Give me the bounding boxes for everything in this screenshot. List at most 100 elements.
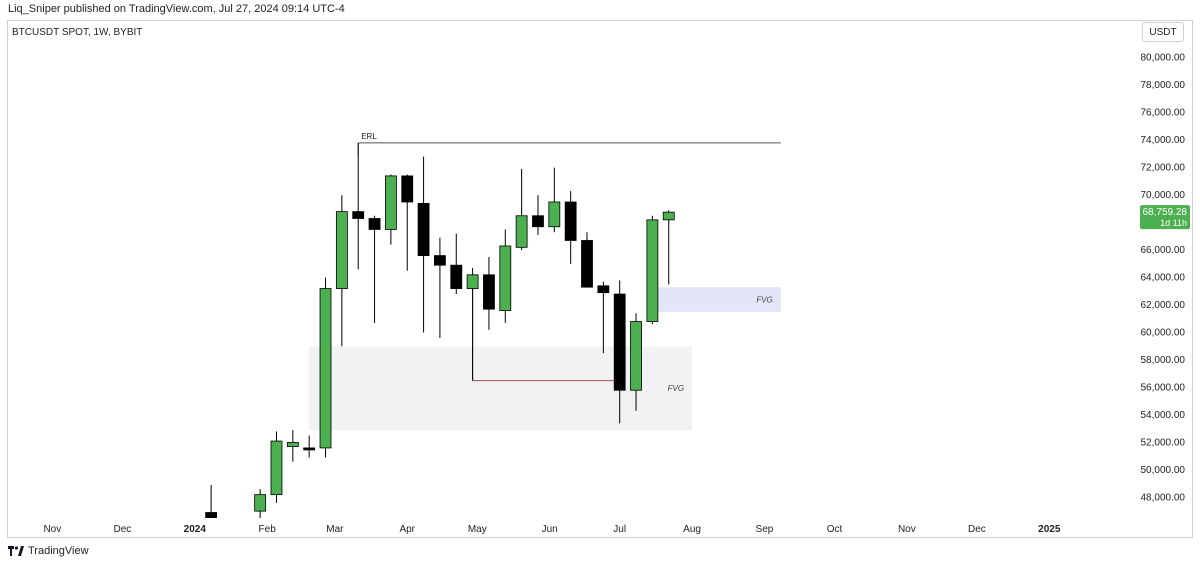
- candle: [499, 229, 512, 323]
- candle: [434, 237, 446, 339]
- x-tick-label: Jun: [542, 524, 558, 535]
- candle-body: [254, 494, 267, 512]
- candle-body: [613, 293, 626, 391]
- candle-body: [466, 274, 479, 289]
- erl-label: ERL: [361, 132, 377, 141]
- x-tick-label: 2025: [1038, 524, 1061, 535]
- candle-body: [646, 219, 659, 322]
- y-tick-label: 58,000.00: [1141, 355, 1186, 366]
- candle-body: [564, 201, 577, 241]
- x-tick-label: Sep: [756, 524, 774, 535]
- candle-body: [483, 274, 495, 310]
- candle: [286, 430, 299, 462]
- candle-body: [401, 175, 414, 203]
- candle-body: [319, 288, 332, 449]
- candle: [564, 191, 577, 264]
- candle-body: [335, 211, 348, 289]
- candle: [597, 281, 610, 354]
- fvg-zone: [309, 346, 693, 431]
- candle: [254, 489, 267, 518]
- candle: [630, 313, 642, 411]
- candle-body: [662, 211, 675, 221]
- y-tick-label: 78,000.00: [1141, 80, 1186, 91]
- x-tick-label: Nov: [43, 524, 61, 535]
- candle-body: [352, 211, 365, 219]
- x-tick-label: Jul: [613, 524, 626, 535]
- y-tick-label: 50,000.00: [1141, 465, 1186, 476]
- fvg-label: FVG: [756, 296, 772, 305]
- x-tick-label: Mar: [326, 524, 344, 535]
- candle: [352, 142, 365, 270]
- annotations-layer: ERL FVG FVG: [309, 132, 781, 431]
- fvg-zone: [652, 287, 781, 312]
- candle: [401, 174, 414, 271]
- candle: [466, 267, 479, 381]
- candle-body: [205, 512, 218, 518]
- candle-body: [581, 240, 593, 288]
- x-tick-label: 2024: [184, 524, 207, 535]
- x-tick-label: Nov: [898, 524, 916, 535]
- candle: [548, 167, 561, 233]
- fvg-label: FVG: [668, 384, 684, 393]
- y-tick-label: 64,000.00: [1141, 273, 1186, 284]
- publish-info: Liq_Sniper published on TradingView.com,…: [8, 3, 345, 15]
- candle: [417, 156, 430, 333]
- y-tick-label: 60,000.00: [1141, 328, 1186, 339]
- candle: [303, 435, 316, 458]
- candle-body: [450, 264, 463, 289]
- y-tick-label: 56,000.00: [1141, 382, 1186, 393]
- candle-body: [515, 215, 528, 248]
- x-tick-label: Aug: [683, 524, 701, 535]
- x-tick-label: Feb: [259, 524, 277, 535]
- candle-body: [384, 175, 397, 230]
- y-tick-label: 54,000.00: [1141, 410, 1186, 421]
- symbol-label: BTCUSDT SPOT, 1W, BYBIT: [12, 27, 143, 38]
- candle: [319, 277, 332, 458]
- candle-body: [368, 218, 381, 230]
- candle-body: [548, 201, 561, 228]
- y-tick-label: 66,000.00: [1141, 245, 1186, 256]
- candle-body: [270, 440, 283, 496]
- candle: [205, 485, 218, 518]
- candle: [384, 174, 397, 245]
- candle: [532, 195, 544, 235]
- candle-body: [303, 447, 316, 451]
- y-tick-label: 74,000.00: [1141, 135, 1186, 146]
- candle-body: [434, 255, 446, 266]
- chart-frame: [7, 20, 1193, 538]
- candle: [581, 232, 593, 288]
- x-axis: Nov Dec 2024 Feb Mar Apr May Jun Jul Aug Sep Oct Nov…: [43, 524, 1060, 535]
- x-tick-label: May: [468, 524, 487, 535]
- y-tick-label: 72,000.00: [1141, 163, 1186, 174]
- y-tick-label: 70,000.00: [1141, 190, 1186, 201]
- candle: [515, 169, 528, 251]
- y-tick-label: 80,000.00: [1141, 53, 1186, 64]
- candle: [613, 280, 626, 424]
- candles-layer: [205, 142, 675, 518]
- candle-body: [286, 442, 299, 447]
- currency-button[interactable]: USDT: [1142, 22, 1184, 42]
- candle: [662, 210, 675, 285]
- x-tick-label: Dec: [968, 524, 986, 535]
- candle-body: [597, 285, 610, 294]
- footer: TradingView: [8, 545, 89, 557]
- candle: [335, 195, 348, 347]
- y-tick-label: 48,000.00: [1141, 492, 1186, 503]
- x-tick-label: Dec: [114, 524, 132, 535]
- y-tick-label: 52,000.00: [1141, 437, 1186, 448]
- candle-body: [532, 215, 544, 228]
- candle: [450, 233, 463, 295]
- x-tick-label: Apr: [399, 524, 415, 535]
- last-price-value: 68,759.28: [1143, 207, 1188, 218]
- candle: [646, 215, 659, 325]
- candle: [270, 431, 283, 503]
- last-price-badge: [1140, 205, 1190, 230]
- x-tick-label: Oct: [827, 524, 843, 535]
- tradingview-logo-icon: [8, 546, 24, 556]
- y-tick-label: 62,000.00: [1141, 300, 1186, 311]
- candle: [483, 256, 495, 330]
- candle-body: [499, 245, 512, 311]
- footer-brand: TradingView: [28, 545, 89, 557]
